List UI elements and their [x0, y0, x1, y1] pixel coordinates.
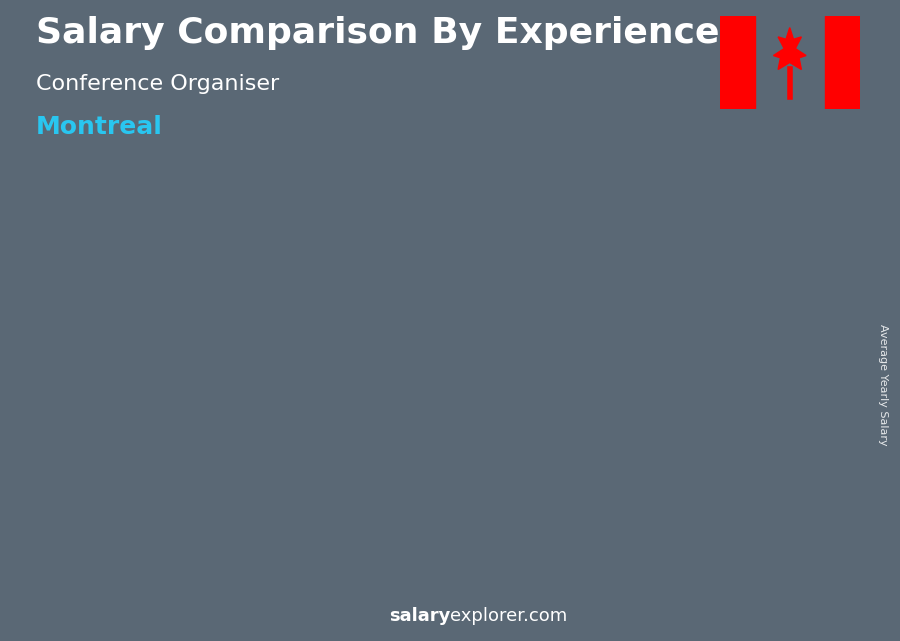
- Text: +9%: +9%: [535, 194, 595, 219]
- Bar: [154, 429, 159, 558]
- Text: 76,800 CAD: 76,800 CAD: [210, 366, 292, 380]
- Text: +5%: +5%: [662, 179, 721, 203]
- Bar: [590, 262, 666, 558]
- Text: 57,300 CAD: 57,300 CAD: [83, 410, 166, 424]
- Bar: [592, 262, 663, 269]
- Bar: [464, 286, 539, 558]
- Bar: [466, 286, 536, 293]
- Text: +34%: +34%: [147, 319, 222, 342]
- Text: salary: salary: [389, 607, 450, 625]
- Text: 132,000 CAD: 132,000 CAD: [590, 242, 681, 256]
- Bar: [661, 262, 666, 558]
- Bar: [281, 385, 286, 558]
- Text: +21%: +21%: [400, 219, 476, 243]
- Text: Salary Comparison By Experience: Salary Comparison By Experience: [36, 16, 719, 50]
- Bar: [719, 246, 790, 254]
- Bar: [337, 334, 412, 558]
- Bar: [83, 429, 159, 558]
- Bar: [720, 16, 755, 109]
- Bar: [212, 385, 284, 390]
- Bar: [339, 334, 410, 339]
- Bar: [407, 334, 412, 558]
- Bar: [86, 429, 157, 432]
- Text: 121,000 CAD: 121,000 CAD: [464, 267, 554, 281]
- Text: explorer.com: explorer.com: [450, 607, 567, 625]
- Polygon shape: [773, 28, 806, 69]
- Text: Average Yearly Salary: Average Yearly Salary: [878, 324, 887, 445]
- Text: +30%: +30%: [273, 267, 349, 290]
- Text: 139,000 CAD: 139,000 CAD: [716, 226, 808, 240]
- Text: Montreal: Montreal: [36, 115, 163, 139]
- Bar: [210, 385, 286, 558]
- Bar: [534, 286, 539, 558]
- Text: Conference Organiser: Conference Organiser: [36, 74, 279, 94]
- Text: 99,800 CAD: 99,800 CAD: [337, 314, 419, 328]
- Bar: [824, 16, 859, 109]
- Bar: [716, 246, 793, 558]
- Bar: [788, 246, 793, 558]
